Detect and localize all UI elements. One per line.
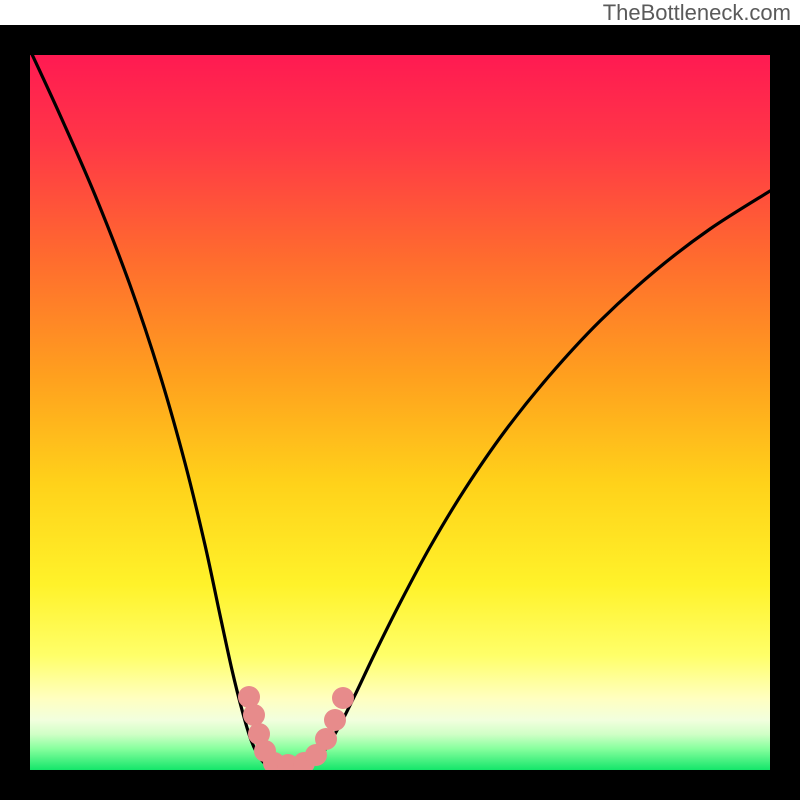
watermark-text: TheBottleneck.com xyxy=(603,0,791,26)
curve-marker xyxy=(324,709,346,731)
curve-marker xyxy=(315,728,337,750)
v-curve xyxy=(30,55,770,769)
chart-stage: TheBottleneck.com xyxy=(0,0,800,800)
curve-layer xyxy=(30,55,770,770)
curve-marker xyxy=(332,687,354,709)
plot-area xyxy=(30,55,770,770)
